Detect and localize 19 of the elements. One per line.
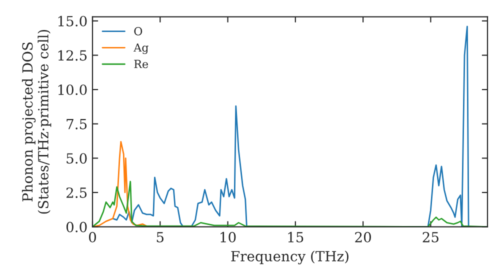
y-tick-label: 2.5 [66,187,87,198]
legend-label: Re [134,60,148,68]
line-series [92,141,148,227]
y-tick-label: 12.5 [58,50,87,61]
x-tick-label: 15 [288,232,304,242]
x-axis-title: Frequency (THz) [231,250,348,264]
x-tick-label: 5 [156,232,164,242]
legend-label: O [134,26,142,36]
y-tick-label: 5.0 [66,153,87,164]
y-tick-label: 7.5 [66,119,87,130]
x-tick-label: 20 [355,232,371,242]
y-tick-label: 15.0 [58,16,87,26]
y-tick-label: 10.0 [58,84,87,96]
x-tick-label: 10 [220,232,236,242]
y-tick-label: 0.0 [66,222,87,232]
legend-label: Ag [134,43,148,54]
x-tick-label: 25 [422,232,438,242]
x-tick-label: 0 [88,232,96,242]
y-axis-title: Phonon projected DOS (States/THz·primitive cell) [22,30,52,214]
